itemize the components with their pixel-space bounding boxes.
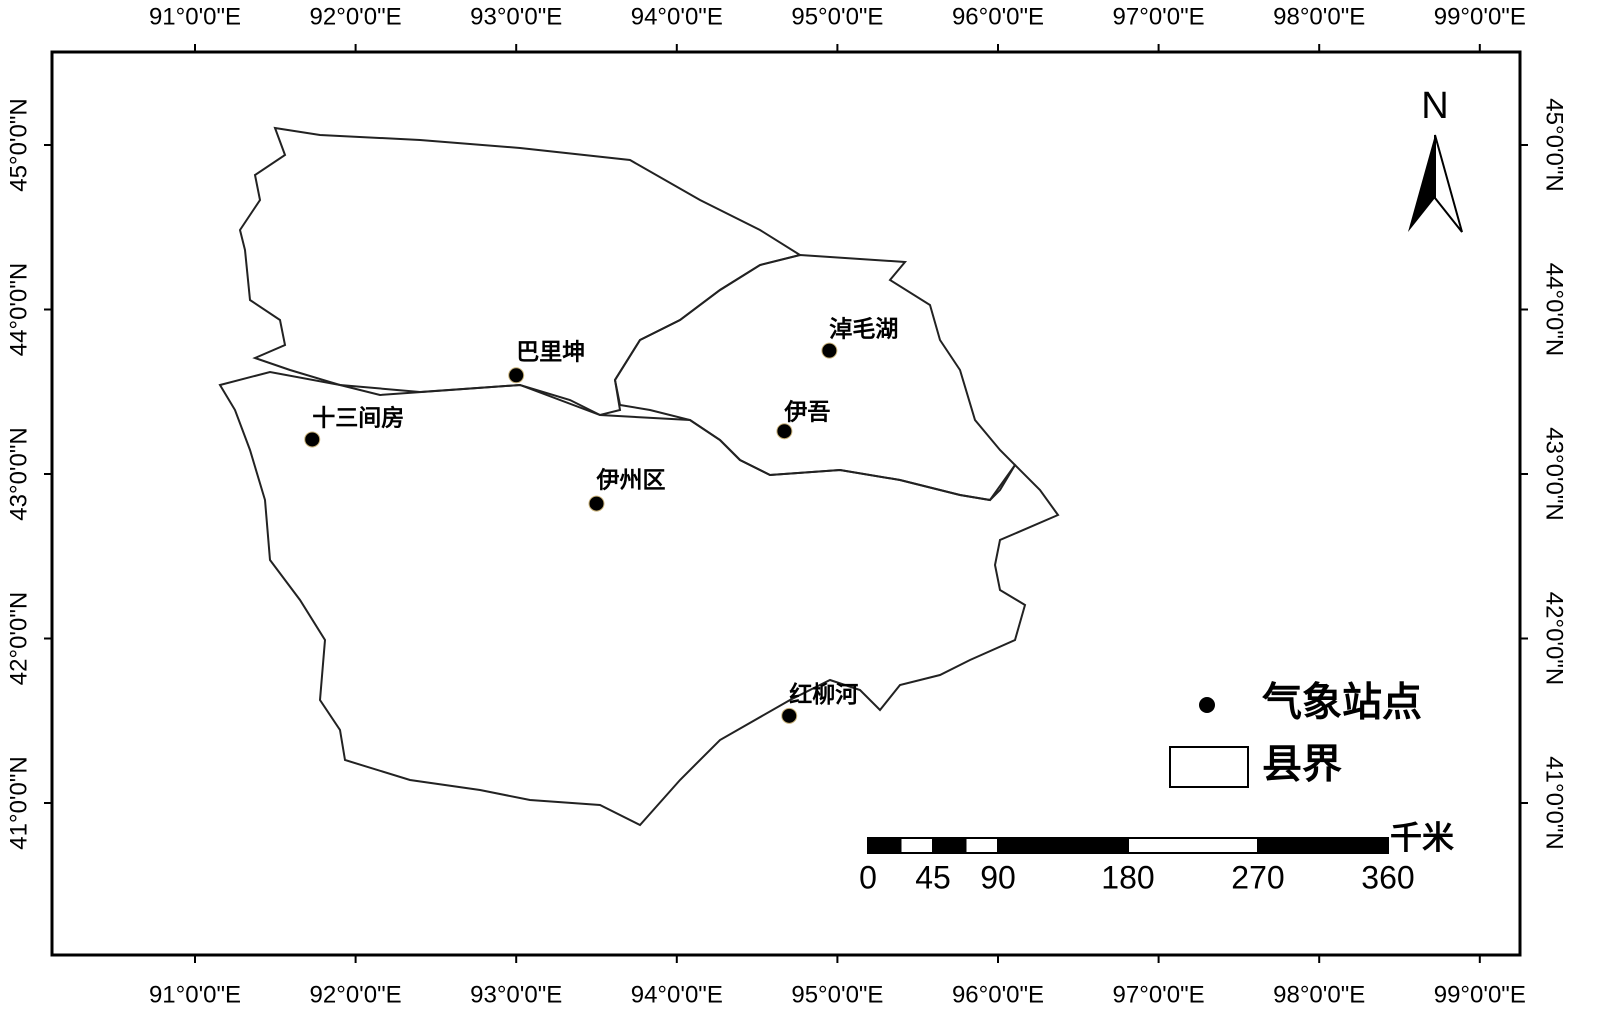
lat-label: 42°0'0"N — [1541, 592, 1568, 685]
station-label: 巴里坤 — [516, 338, 585, 364]
lon-label: 93°0'0"E — [470, 3, 562, 30]
scale-segment — [899, 837, 934, 854]
lat-label: 45°0'0"N — [5, 98, 32, 191]
lon-label: 95°0'0"E — [791, 3, 883, 30]
station — [781, 707, 798, 724]
scale-segment — [964, 837, 999, 854]
station-label: 十三间房 — [312, 405, 404, 431]
lon-label: 92°0'0"E — [310, 981, 402, 1008]
scale-segment — [1257, 837, 1389, 854]
scale-label: 270 — [1231, 859, 1284, 895]
scale-label: 180 — [1101, 859, 1154, 895]
lon-label: 96°0'0"E — [952, 3, 1044, 30]
station — [304, 431, 321, 448]
map-frame — [50, 50, 1522, 957]
lat-label: 45°0'0"N — [1541, 98, 1568, 191]
legend-symbol — [1169, 746, 1249, 788]
station — [776, 423, 793, 440]
lat-label: 44°0'0"N — [5, 263, 32, 356]
lon-label: 94°0'0"E — [631, 3, 723, 30]
lon-label: 97°0'0"E — [1113, 3, 1205, 30]
scale-segment — [997, 837, 1129, 854]
station-label: 红柳河 — [789, 681, 858, 707]
lon-label: 93°0'0"E — [470, 981, 562, 1008]
scale-label: 360 — [1361, 859, 1414, 895]
lon-label: 91°0'0"E — [149, 3, 241, 30]
legend-label: 县界 — [1262, 743, 1342, 787]
station-label: 伊吾 — [783, 398, 830, 424]
station — [508, 367, 525, 384]
station — [588, 495, 605, 512]
scale-label: 90 — [980, 859, 1016, 895]
station — [821, 342, 838, 359]
lon-label: 99°0'0"E — [1434, 981, 1526, 1008]
lat-label: 44°0'0"N — [1541, 263, 1568, 356]
scale-unit: 千米 — [1390, 819, 1454, 855]
lat-label: 42°0'0"N — [5, 592, 32, 685]
lat-label: 43°0'0"N — [5, 427, 32, 520]
lon-label: 96°0'0"E — [952, 981, 1044, 1008]
county-boundary — [238, 126, 803, 417]
scale-label: 45 — [915, 859, 951, 895]
legend-symbol — [1199, 697, 1215, 713]
north-label: N — [1421, 85, 1448, 127]
lat-label: 43°0'0"N — [1541, 427, 1568, 520]
lon-label: 99°0'0"E — [1434, 3, 1526, 30]
scale-label: 0 — [859, 859, 877, 895]
lon-label: 95°0'0"E — [791, 981, 883, 1008]
lat-label: 41°0'0"N — [1541, 756, 1568, 849]
lon-label: 92°0'0"E — [310, 3, 402, 30]
legend-label: 气象站点 — [1262, 681, 1422, 725]
lon-label: 98°0'0"E — [1273, 3, 1365, 30]
lat-label: 41°0'0"N — [5, 756, 32, 849]
lon-label: 94°0'0"E — [631, 981, 723, 1008]
station-label: 伊州区 — [596, 467, 666, 493]
lon-label: 91°0'0"E — [149, 981, 241, 1008]
north-arrow: N — [1408, 85, 1463, 233]
station-label: 淖毛湖 — [829, 316, 898, 342]
lon-label: 98°0'0"E — [1273, 981, 1365, 1008]
scale-segment — [1127, 837, 1259, 854]
scale-segment — [867, 837, 902, 854]
lon-label: 97°0'0"E — [1113, 981, 1205, 1008]
scale-segment — [932, 837, 967, 854]
county-boundary — [218, 370, 1060, 827]
